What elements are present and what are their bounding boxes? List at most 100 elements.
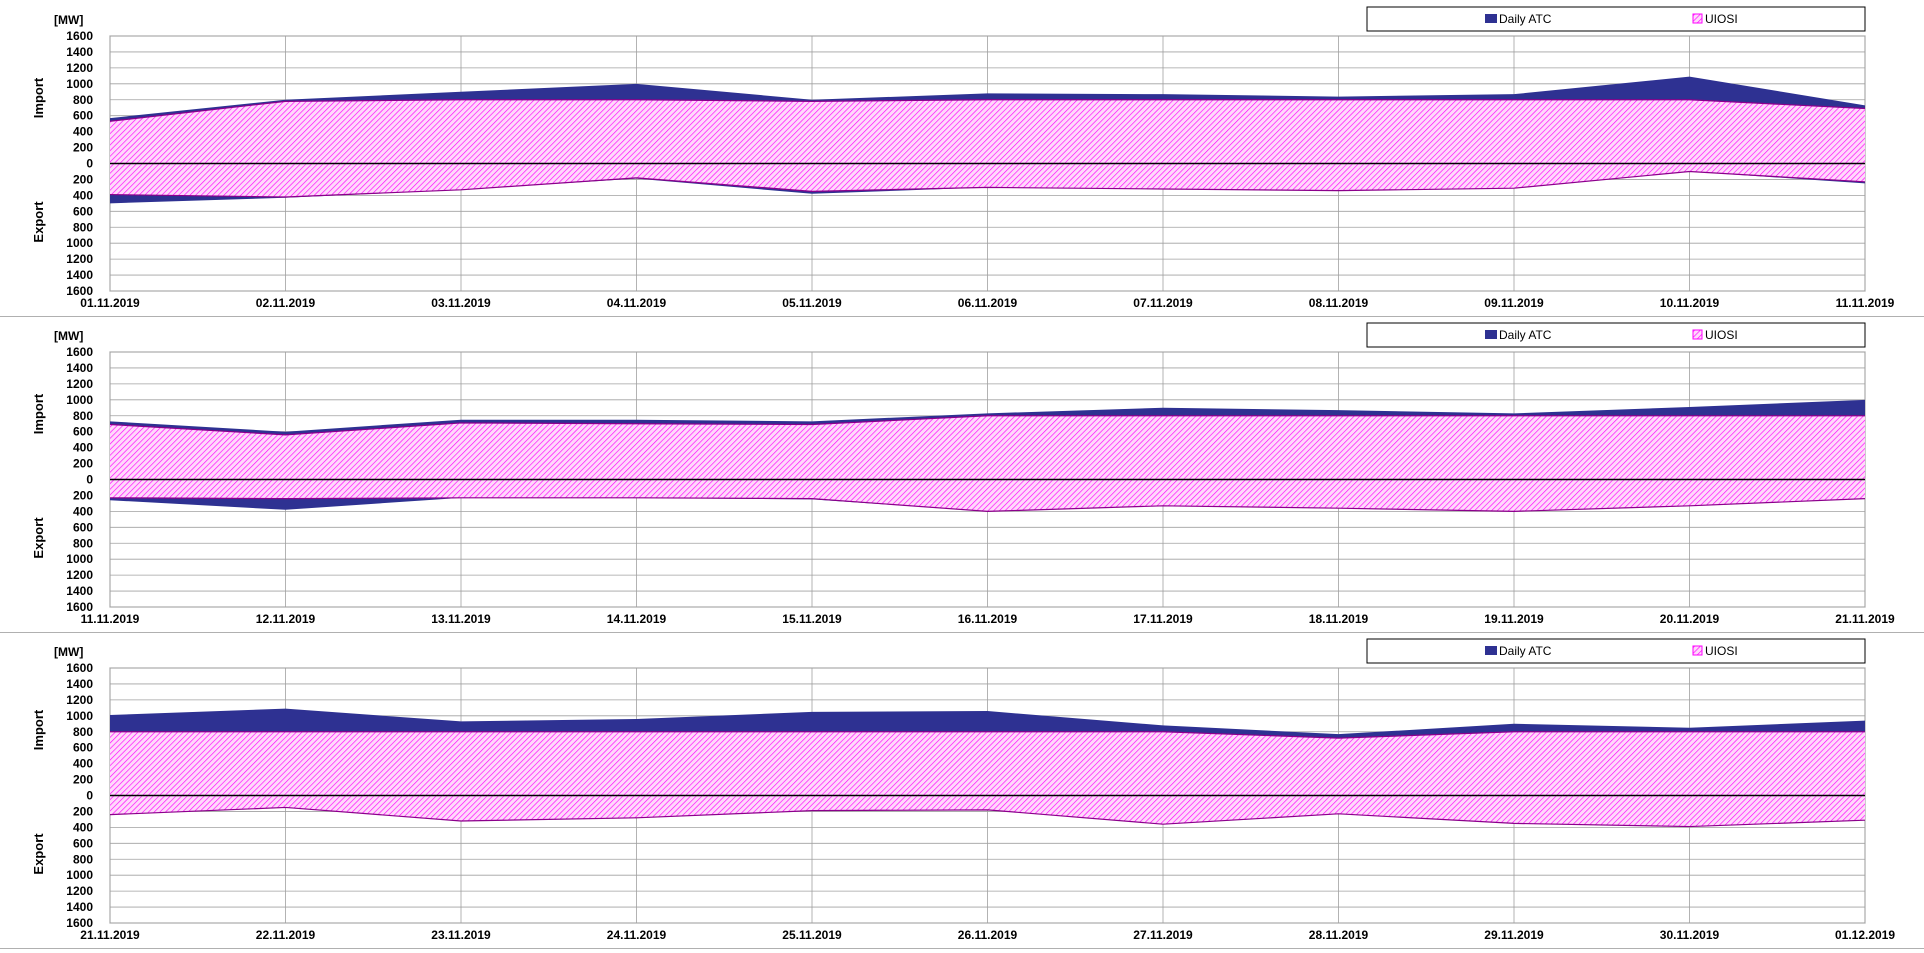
x-tick-label: 12.11.2019 (256, 612, 316, 626)
uiosi-export-line (109, 170, 1866, 198)
uiosi-export-area (110, 163, 1865, 197)
y-tick-label: 1600 (66, 345, 93, 359)
legend-swatch-atc (1485, 330, 1497, 339)
y-tick-label: 1400 (66, 677, 93, 691)
x-tick-label: 23.11.2019 (431, 928, 491, 942)
import-axis-label: Import (31, 77, 46, 118)
y-tick-label: 1000 (66, 709, 93, 723)
y-tick-label: 1200 (66, 884, 93, 898)
x-tick-label: 17.11.2019 (1133, 612, 1193, 626)
export-axis-label: Export (31, 201, 46, 243)
y-tick-label: 600 (73, 520, 93, 534)
x-tick-label: 26.11.2019 (958, 928, 1018, 942)
y-tick-label: 1200 (66, 568, 93, 582)
x-tick-label: 14.11.2019 (607, 612, 667, 626)
y-tick-label: 1000 (66, 77, 93, 91)
y-tick-label: 400 (73, 504, 93, 518)
y-tick-label: 1600 (66, 600, 93, 614)
y-tick-label: 600 (73, 836, 93, 850)
uiosi-import-line (109, 415, 1865, 436)
x-tick-label: 01.11.2019 (80, 296, 140, 310)
y-tick-label: 400 (73, 125, 93, 139)
legend-label-atc: Daily ATC (1499, 328, 1552, 342)
x-tick-label: 06.11.2019 (958, 296, 1018, 310)
y-tick-label: 1000 (66, 236, 93, 250)
y-tick-label: 600 (73, 425, 93, 439)
y-tick-label: 0 (86, 157, 93, 171)
x-tick-label: 20.11.2019 (1660, 612, 1720, 626)
export-axis-label: Export (31, 517, 46, 559)
x-tick-label: 21.11.2019 (1835, 612, 1895, 626)
legend-label-atc: Daily ATC (1499, 12, 1552, 26)
y-tick-label: 200 (73, 488, 93, 502)
x-tick-label: 29.11.2019 (1484, 928, 1544, 942)
x-tick-label: 16.11.2019 (958, 612, 1018, 626)
y-tick-label: 800 (73, 409, 93, 423)
x-tick-label: 25.11.2019 (782, 928, 842, 942)
x-tick-label: 11.11.2019 (1836, 296, 1895, 310)
y-tick-label: 1200 (66, 377, 93, 391)
x-tick-label: 02.11.2019 (256, 296, 316, 310)
x-tick-label: 11.11.2019 (81, 612, 140, 626)
x-tick-label: 19.11.2019 (1484, 612, 1544, 626)
import-axis-label: Import (31, 709, 46, 750)
x-tick-label: 28.11.2019 (1309, 928, 1369, 942)
legend-label-atc: Daily ATC (1499, 644, 1552, 658)
legend-swatch-uiosi (1692, 329, 1703, 340)
y-tick-label: 0 (86, 789, 93, 803)
export-axis-label: Export (31, 833, 46, 875)
y-tick-label: 200 (73, 141, 93, 155)
x-tick-label: 09.11.2019 (1484, 296, 1544, 310)
y-tick-label: 800 (73, 536, 93, 550)
x-tick-label: 04.11.2019 (607, 296, 667, 310)
y-tick-label: 1600 (66, 916, 93, 930)
y-tick-label: 1400 (66, 900, 93, 914)
y-tick-label: 200 (73, 804, 93, 818)
y-tick-label: 1200 (66, 252, 93, 266)
y-tick-label: 200 (73, 457, 93, 471)
legend-box (1366, 6, 1866, 32)
x-tick-label: 13.11.2019 (431, 612, 491, 626)
x-tick-label: 15.11.2019 (782, 612, 842, 626)
uiosi-import-area (110, 99, 1865, 164)
y-tick-label: 1600 (66, 661, 93, 675)
x-tick-label: 30.11.2019 (1660, 928, 1720, 942)
y-tick-label: 800 (73, 220, 93, 234)
y-tick-label: 400 (73, 441, 93, 455)
y-tick-label: 600 (73, 109, 93, 123)
y-tick-label: 600 (73, 741, 93, 755)
y-tick-label: 1600 (66, 284, 93, 298)
x-tick-label: 24.11.2019 (607, 928, 667, 942)
legend-swatch-uiosi (1692, 13, 1703, 24)
y-tick-label: 400 (73, 757, 93, 771)
y-tick-label: 1000 (66, 393, 93, 407)
x-tick-label: 08.11.2019 (1309, 296, 1369, 310)
legend-swatch-uiosi (1692, 645, 1703, 656)
y-tick-label: 800 (73, 852, 93, 866)
y-tick-label: 1000 (66, 868, 93, 882)
y-tick-label: 800 (73, 93, 93, 107)
y-tick-label: 1200 (66, 693, 93, 707)
uiosi-import-line (109, 99, 1866, 122)
y-tick-label: 1200 (66, 61, 93, 75)
import-axis-label: Import (31, 393, 46, 434)
y-tick-label: 0 (86, 473, 93, 487)
y-tick-label: 800 (73, 725, 93, 739)
legend-box (1366, 322, 1866, 348)
uiosi-export-line (109, 806, 1866, 828)
uiosi-import-line (110, 731, 1865, 739)
legend-box (1366, 638, 1866, 664)
y-tick-label: 1600 (66, 29, 93, 43)
y-tick-label: 200 (73, 773, 93, 787)
chart-panel: 1600 1400 1200 1000 800 600 400 200 0 200 400 600 80… (0, 632, 1924, 949)
x-tick-label: 10.11.2019 (1660, 296, 1720, 310)
x-tick-label: 05.11.2019 (782, 296, 842, 310)
legend-swatch-atc (1485, 646, 1497, 655)
x-tick-label: 07.11.2019 (1133, 296, 1193, 310)
chart-panel: 1600 1400 1200 1000 800 600 400 200 0 200 400 600 80… (0, 316, 1924, 633)
legend-label-uiosi: UIOSI (1705, 328, 1738, 342)
y-tick-label: 1000 (66, 552, 93, 566)
y-unit-label: [MW] (54, 13, 83, 27)
x-tick-label: 27.11.2019 (1133, 928, 1193, 942)
y-unit-label: [MW] (54, 329, 83, 343)
